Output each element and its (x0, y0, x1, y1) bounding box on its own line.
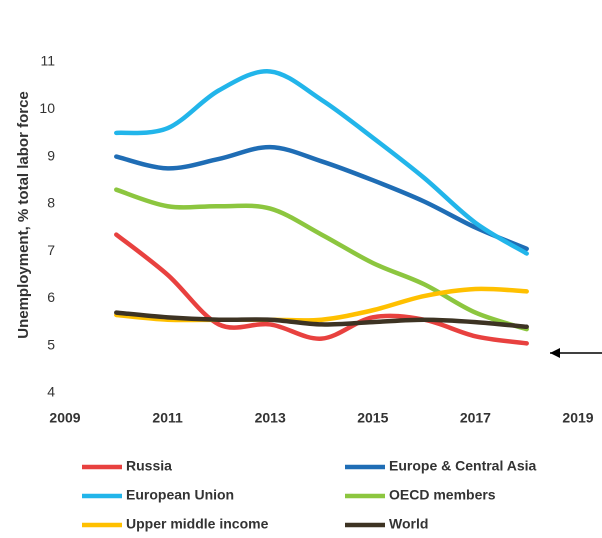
y-axis-label: Unemployment, % total labor force (15, 91, 32, 339)
legend-label: Upper middle income (126, 516, 269, 532)
series-line (114, 286, 529, 323)
legend-label: OECD members (389, 487, 496, 503)
series-line (114, 187, 529, 332)
x-tick-label: 2017 (460, 410, 491, 426)
legend-label: European Union (126, 487, 234, 503)
legend-label: Europe & Central Asia (389, 458, 537, 474)
series-line (114, 310, 529, 330)
y-tick-label: 9 (47, 147, 55, 163)
y-tick-label: 5 (47, 336, 55, 352)
series-line (114, 232, 529, 346)
legend-label: Russia (126, 458, 172, 474)
x-tick-label: 2019 (562, 410, 593, 426)
y-tick-label: 4 (47, 384, 55, 400)
y-tick-label: 10 (39, 100, 55, 116)
legend-label: World (389, 516, 428, 532)
series-line (114, 69, 529, 256)
x-tick-label: 2013 (255, 410, 286, 426)
x-tick-label: 2011 (152, 410, 183, 426)
x-tick-label: 2009 (49, 410, 80, 426)
y-tick-label: 11 (40, 53, 55, 69)
arrow (550, 348, 602, 358)
series-line (114, 144, 529, 252)
y-tick-label: 6 (47, 289, 55, 305)
x-tick-label: 2015 (357, 410, 388, 426)
y-tick-label: 8 (47, 195, 55, 211)
y-tick-label: 7 (47, 242, 55, 258)
